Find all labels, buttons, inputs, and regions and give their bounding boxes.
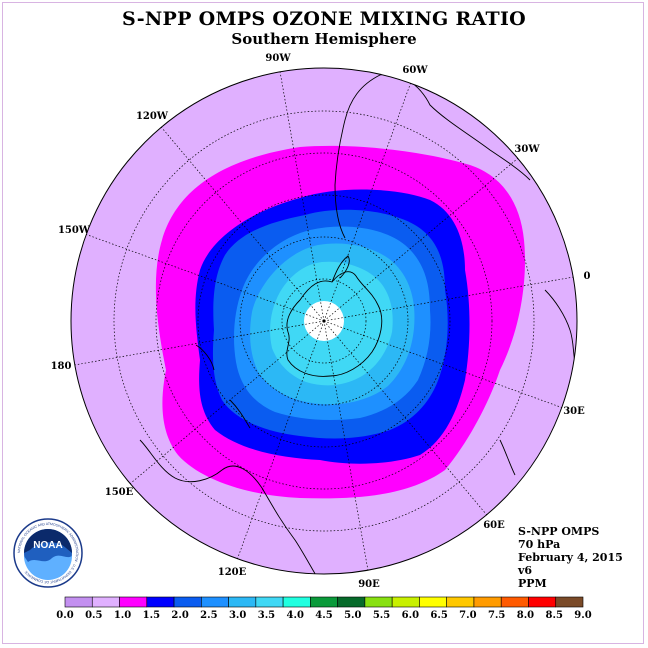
meridian-line [129, 320, 325, 484]
south-pole-dot [322, 319, 326, 323]
lon-label: 120E [218, 567, 247, 578]
graticule [74, 71, 574, 571]
lon-label: 150E [105, 487, 134, 498]
colorbar-swatch [337, 596, 366, 608]
coast-antarctic-peninsula [331, 255, 350, 283]
colorbar-swatch [364, 596, 393, 608]
lon-label: 90E [358, 579, 380, 590]
colorbar-swatch [310, 596, 338, 608]
coast-new-zealand [195, 344, 251, 429]
colorbar-swatch [228, 596, 257, 608]
meridian-line [323, 276, 574, 322]
colorbar-tick-label: 5.5 [373, 610, 390, 621]
colorbar-tick-label: 0.0 [56, 610, 73, 621]
colorbar-swatch [173, 596, 202, 608]
lon-label: 90W [265, 53, 291, 64]
colorbar-tick-label: 8.0 [517, 610, 534, 621]
meridian-line [323, 83, 411, 322]
meridians [74, 71, 574, 571]
colorbar-swatch [446, 596, 475, 608]
latitude-circle [281, 278, 367, 364]
colorbar-swatch [555, 596, 584, 608]
info-level: 70 hPa [518, 538, 561, 551]
info-block: S-NPP OMPS 70 hPa February 4, 2015 v6 PP… [518, 525, 623, 590]
longitude-labels: 90W 60W 30W 0 30E 60E 90E 120E 150E 180 … [51, 53, 591, 590]
colorbar-tick-label: 9.0 [574, 610, 591, 621]
ozone-field [155, 145, 525, 499]
info-date: February 4, 2015 [518, 551, 623, 564]
lon-label: 180 [51, 361, 72, 372]
colorbar-tick-label: 3.5 [258, 610, 275, 621]
lon-label: 30E [563, 406, 585, 417]
meridian-line [323, 158, 519, 322]
colorbar-swatch [91, 596, 120, 608]
colorbar-swatch [201, 596, 229, 608]
lon-label: 30W [514, 144, 540, 155]
logo-text: NOAA [33, 540, 62, 551]
colorbar-swatch [473, 596, 502, 608]
colorbar-swatch [528, 596, 557, 608]
colorbar-swatch [255, 596, 284, 608]
map-outline [70, 67, 578, 575]
colorbar-tick-label: 6.0 [402, 610, 419, 621]
meridian-line [74, 320, 325, 366]
meridian-line [323, 320, 487, 516]
lon-label: 60E [483, 520, 505, 531]
meridian-line [323, 320, 369, 571]
colorbar-tick-label: 8.5 [546, 610, 563, 621]
colorbar-tick-label: 2.5 [200, 610, 217, 621]
colorbar-tick-label: 1.0 [114, 610, 131, 621]
map-title: S-NPP OMPS OZONE MIXING RATIO [121, 8, 527, 30]
colorbar-swatch [391, 596, 420, 608]
latitude-circle [113, 110, 535, 532]
colorbar-tick-label: 6.5 [430, 610, 447, 621]
colorbar-tick-label: 5.0 [344, 610, 361, 621]
info-instrument: S-NPP OMPS [518, 525, 600, 538]
map-subtitle: Southern Hemisphere [231, 30, 417, 48]
noaa-logo: NOAA NATIONAL OCEANIC AND ATMOSPHERIC AD… [13, 518, 83, 588]
latitude-circle [155, 152, 493, 490]
meridian-line [323, 320, 562, 408]
coast-madagascar [499, 439, 516, 476]
colorbar-tick-label: 2.0 [171, 610, 188, 621]
latitude-circle [197, 194, 451, 448]
colorbar-tick-label: 0.5 [85, 610, 102, 621]
coast-south-america [334, 73, 531, 239]
colorbar-tick-label: 4.5 [315, 610, 332, 621]
colorbar-swatch [146, 596, 175, 608]
meridian-line [161, 126, 325, 322]
info-units: PPM [518, 577, 547, 590]
colorbar-swatch [282, 596, 311, 608]
colorbar-tick-label: 7.5 [488, 610, 505, 621]
lon-label: 150W [58, 225, 91, 236]
colorbar-swatch [64, 596, 93, 608]
info-version: v6 [518, 564, 533, 577]
colorbar-tick-label: 4.0 [287, 610, 304, 621]
colorbar-swatch [419, 596, 447, 608]
meridian-line [279, 71, 325, 322]
colorbar-tick-label: 7.0 [459, 610, 476, 621]
lon-label: 120W [136, 111, 169, 122]
latitude-circle [239, 236, 409, 406]
coast-antarctica [286, 271, 383, 377]
lon-label: 60W [402, 65, 428, 76]
colorbar: 0.0 0.5 1.0 1.5 2.0 2.5 3.0 3.5 4.0 4.5 5.0 5.5 6.0 6… [56, 596, 592, 621]
colorbar-swatch [119, 596, 148, 608]
colorbar-swatch [500, 596, 529, 608]
meridian-line [86, 234, 325, 322]
colorbar-tick-label: 1.5 [143, 610, 160, 621]
lon-label: 0 [584, 271, 591, 282]
meridian-line [237, 320, 325, 559]
coast-australia [139, 439, 326, 574]
colorbar-tick-label: 3.0 [229, 610, 246, 621]
